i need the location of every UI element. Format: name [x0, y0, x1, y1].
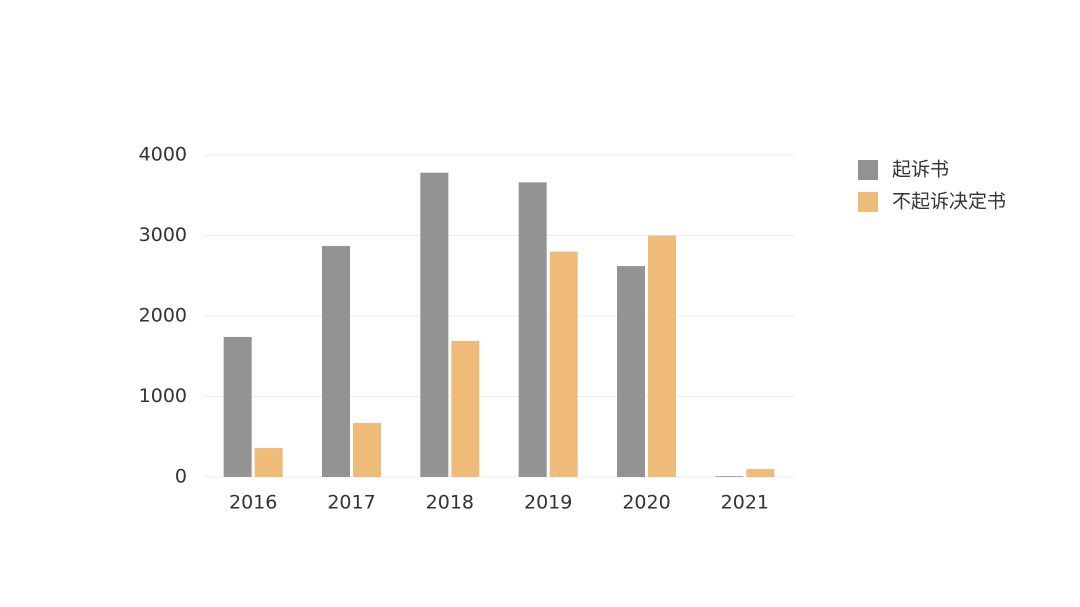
bar	[715, 476, 744, 477]
x-tick-label: 2019	[524, 492, 572, 514]
bar	[451, 340, 480, 477]
x-tick-label: 2017	[327, 492, 375, 514]
bar	[420, 172, 449, 477]
x-tick-label: 2020	[622, 492, 670, 514]
y-tick-label: 4000	[139, 144, 187, 166]
x-tick-label: 2021	[721, 492, 769, 514]
bar	[518, 182, 547, 477]
y-tick-label: 3000	[139, 224, 187, 246]
x-tick-label: 2016	[229, 492, 277, 514]
y-tick-label: 0	[175, 466, 187, 488]
y-tick-label: 1000	[139, 385, 187, 407]
y-tick-label: 2000	[139, 305, 187, 327]
bar	[223, 336, 252, 477]
legend-swatch	[858, 160, 878, 180]
x-tick-label: 2018	[426, 492, 474, 514]
bar	[353, 423, 381, 477]
bar	[254, 448, 283, 477]
bar	[648, 235, 676, 477]
bar	[746, 468, 775, 477]
bar	[322, 245, 350, 477]
legend-label: 起诉书	[892, 159, 949, 181]
legend-swatch	[858, 192, 878, 212]
bar	[617, 266, 645, 477]
bar	[549, 251, 578, 477]
legend-label: 不起诉决定书	[892, 191, 1006, 213]
